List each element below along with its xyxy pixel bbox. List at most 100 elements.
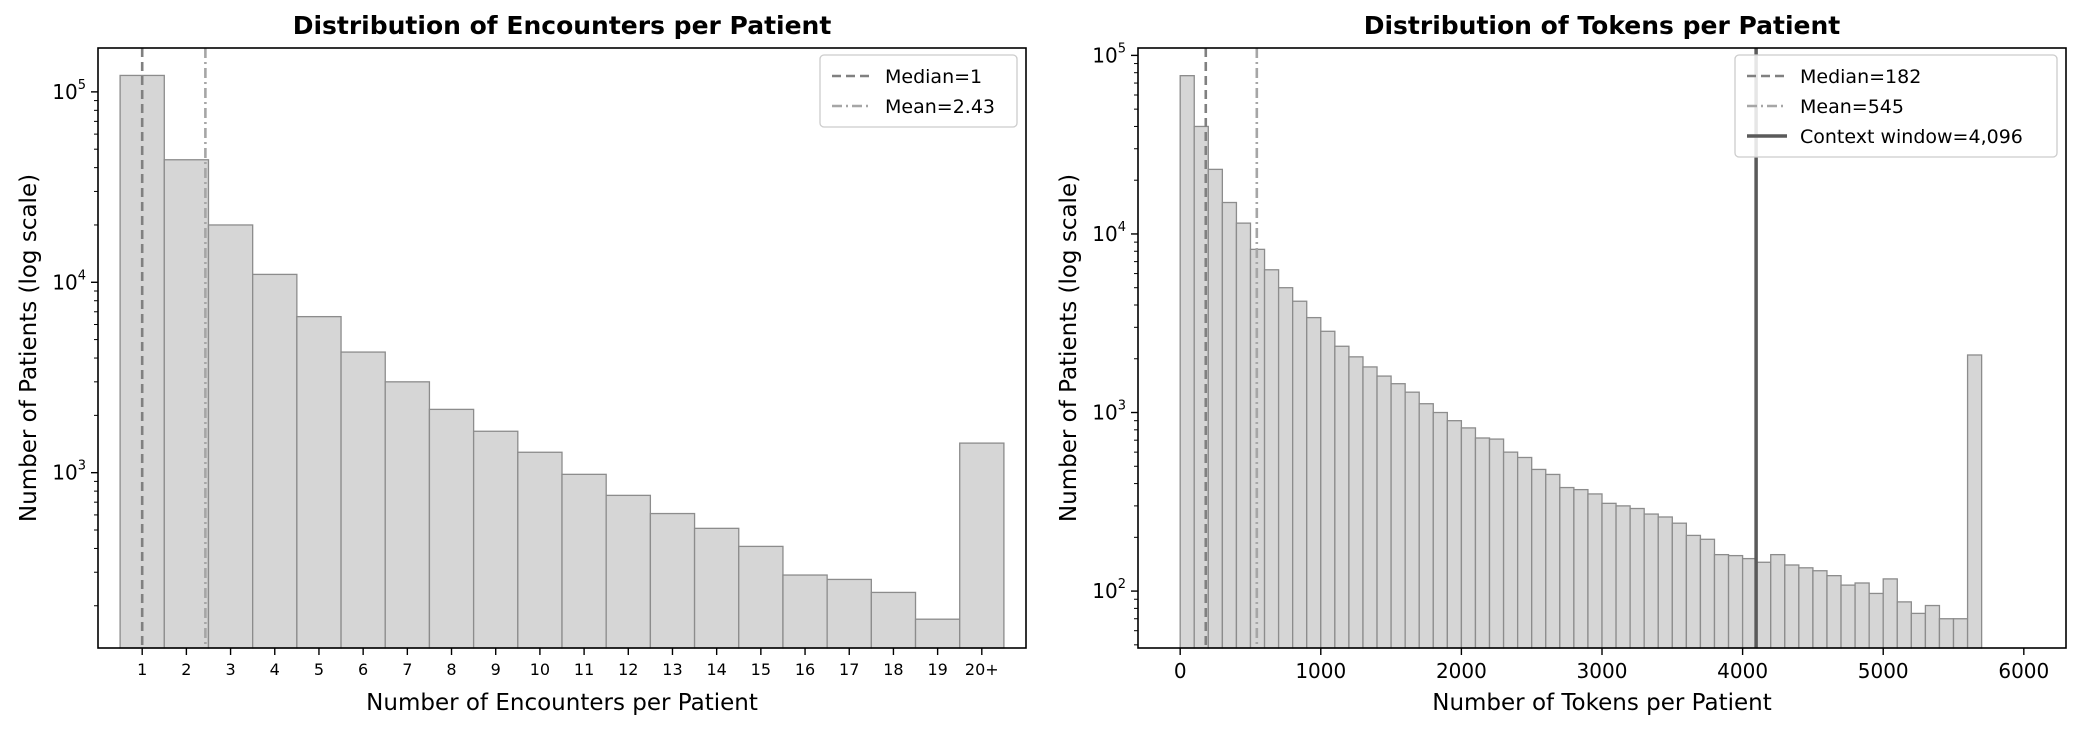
bar xyxy=(1348,356,1364,649)
bar xyxy=(1573,488,1589,649)
bar xyxy=(1545,473,1561,649)
bar xyxy=(959,442,1005,649)
bar xyxy=(1840,584,1856,649)
y-tick-base: 10 xyxy=(1092,222,1117,246)
bar xyxy=(1390,383,1406,649)
bar xyxy=(1924,604,1941,649)
bar xyxy=(1516,456,1533,649)
x-axis-label: Number of Encounters per Patient xyxy=(366,690,758,716)
bar xyxy=(605,494,652,649)
x-tick-label: 6 xyxy=(358,660,368,679)
x-tick-label: 9 xyxy=(491,660,501,679)
bar xyxy=(870,591,917,649)
bar xyxy=(1587,493,1603,649)
bar xyxy=(1221,201,1238,649)
bar xyxy=(1446,420,1463,649)
y-tick-exponent: 3 xyxy=(1118,399,1126,414)
x-tick-label: 17 xyxy=(839,660,859,679)
bar xyxy=(1699,538,1716,649)
bar xyxy=(252,273,298,649)
bar xyxy=(1235,222,1252,649)
bar xyxy=(472,430,519,649)
bar xyxy=(782,574,828,649)
bar xyxy=(1474,437,1491,649)
x-tick-label: 1000 xyxy=(1295,659,1346,683)
x-tick-label: 18 xyxy=(883,660,903,679)
x-tick-label: 14 xyxy=(706,660,726,679)
y-tick-label: 104 xyxy=(1092,220,1126,246)
bar xyxy=(649,512,696,649)
x-tick-label: 8 xyxy=(446,660,456,679)
bar xyxy=(826,578,872,649)
chart-title: Distribution of Tokens per Patient xyxy=(1364,11,1841,40)
bar xyxy=(1882,578,1898,649)
x-tick-label: 7 xyxy=(402,660,412,679)
bar xyxy=(1559,486,1575,649)
reference-lines xyxy=(140,48,207,648)
y-axis-label: Number of Patients (log scale) xyxy=(16,174,42,522)
x-tick-label: 2000 xyxy=(1436,659,1487,683)
bar xyxy=(163,159,210,649)
y-tick-label: 103 xyxy=(1092,399,1126,425)
y-tick-base: 10 xyxy=(52,270,77,294)
y-tick-label: 104 xyxy=(52,268,86,294)
bar xyxy=(1685,534,1702,649)
bar xyxy=(1952,618,1969,649)
y-tick-base: 10 xyxy=(1092,401,1117,425)
bar xyxy=(1615,505,1631,649)
bar xyxy=(1277,287,1294,649)
bar xyxy=(1418,403,1434,649)
bar xyxy=(1488,438,1505,649)
y-tick-exponent: 5 xyxy=(78,78,86,93)
bar xyxy=(1671,522,1688,649)
legend-label: Median=1 xyxy=(885,66,982,88)
bar xyxy=(517,451,563,649)
y-tick-exponent: 4 xyxy=(78,268,86,283)
x-ticks: 0 1000 2000 3000 4000 5000 6000 xyxy=(1174,648,2049,683)
y-tick-exponent: 5 xyxy=(1118,41,1126,56)
bar xyxy=(1727,554,1744,649)
bar xyxy=(1910,612,1927,649)
bar xyxy=(1770,553,1786,649)
x-tick-label: 20+ xyxy=(965,660,999,679)
legend-box xyxy=(1734,54,2058,158)
y-tick-label: 103 xyxy=(52,459,86,485)
bar xyxy=(1938,618,1955,649)
x-tick-label: 5000 xyxy=(1858,659,1909,683)
legend: Median=1 Mean=2.43 xyxy=(819,54,1018,128)
bar xyxy=(1306,316,1322,649)
bar xyxy=(1826,575,1842,649)
bar xyxy=(693,527,740,649)
bar xyxy=(1784,564,1800,649)
bar xyxy=(1376,375,1392,649)
x-tick-label: 3000 xyxy=(1577,659,1628,683)
bar xyxy=(1502,451,1519,649)
x-tick-label: 16 xyxy=(795,660,815,679)
x-tick-label: 13 xyxy=(662,660,682,679)
x-tick-label: 15 xyxy=(751,660,771,679)
bar xyxy=(1966,354,1983,649)
x-axis-label: Number of Tokens per Patient xyxy=(1432,690,1772,716)
bar xyxy=(1334,345,1350,649)
x-tick-label: 0 xyxy=(1174,659,1187,683)
legend-label: Mean=545 xyxy=(1800,96,1904,118)
bar xyxy=(1643,513,1659,649)
bar xyxy=(1292,300,1308,649)
x-tick-label: 12 xyxy=(618,660,638,679)
bar xyxy=(340,351,386,649)
bar xyxy=(1263,269,1280,649)
bars xyxy=(119,74,1005,649)
y-tick-label: 102 xyxy=(1092,577,1126,603)
x-tick-label: 4000 xyxy=(1717,659,1768,683)
bar xyxy=(1179,75,1195,649)
bar xyxy=(384,381,431,649)
bar xyxy=(1868,592,1884,649)
bar xyxy=(1601,502,1617,649)
y-tick-base: 10 xyxy=(52,461,77,485)
x-tick-label: 3 xyxy=(225,660,235,679)
y-tick-exponent: 3 xyxy=(78,459,86,474)
bar xyxy=(561,473,607,649)
